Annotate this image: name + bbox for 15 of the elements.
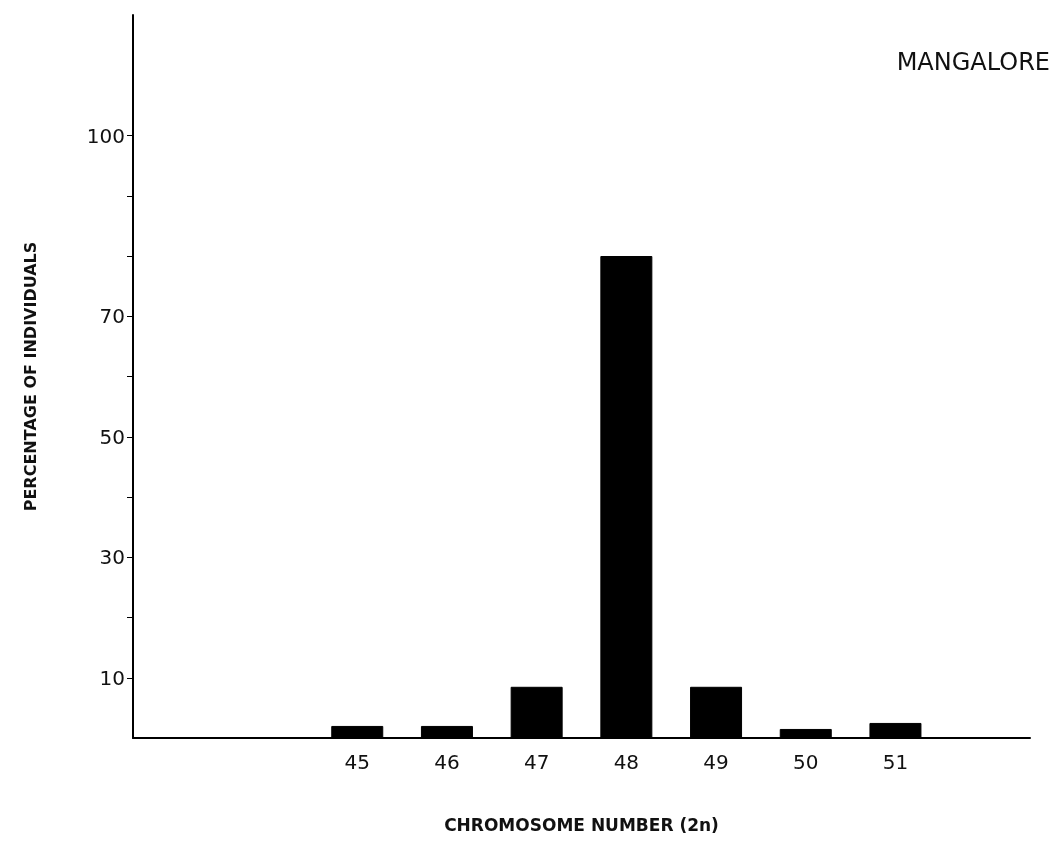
x-tick-label: 46 — [434, 750, 460, 774]
y-tick-label: 50 — [99, 424, 125, 449]
x-tick-label: 51 — [882, 750, 909, 774]
x-tick-label: 48 — [613, 750, 640, 774]
x-axis-title: CHROMOSOME NUMBER (2n) — [444, 814, 719, 835]
x-tick-label: 49 — [703, 750, 729, 774]
x-tick-label: 45 — [344, 750, 370, 774]
y-tick-label: 70 — [99, 304, 125, 329]
x-tick-label: 47 — [523, 750, 550, 774]
y-tick-label: 100 — [86, 123, 125, 148]
y-axis-title: PERCENTAGE OF INDIVIDUALS — [20, 241, 40, 512]
y-tick-label: 10 — [99, 665, 125, 690]
x-tick-label: 50 — [793, 750, 819, 774]
y-tick-label: 30 — [99, 545, 125, 570]
annotation: MANGALORE — [896, 48, 1050, 76]
